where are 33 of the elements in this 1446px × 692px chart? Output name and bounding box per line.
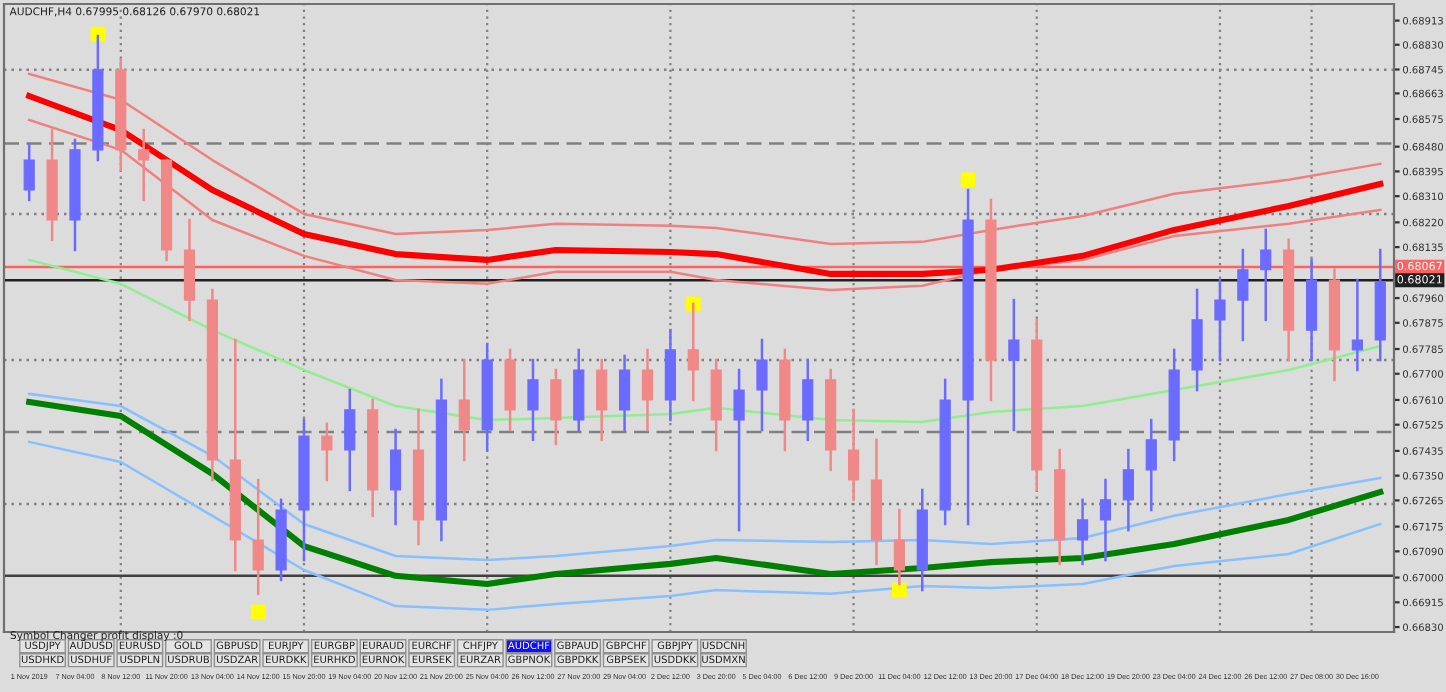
candlestick	[344, 388, 356, 492]
candlestick	[733, 368, 745, 532]
candlestick	[641, 348, 654, 432]
line-series	[26, 398, 1384, 588]
candlestick	[847, 408, 860, 502]
candlestick	[1099, 478, 1112, 562]
candlestick	[138, 128, 150, 202]
candlestick	[252, 478, 264, 596]
candlestick	[527, 358, 539, 442]
line-series	[27, 440, 1382, 612]
candlestick	[1076, 498, 1089, 566]
candlestick	[550, 368, 562, 446]
candlestick	[1260, 228, 1272, 322]
point	[960, 172, 976, 188]
candlestick	[1351, 278, 1363, 372]
candlestick	[321, 422, 333, 482]
candlestick	[389, 428, 402, 526]
candlestick	[23, 142, 35, 202]
line-series	[27, 392, 1382, 562]
candlestick	[618, 354, 631, 432]
line-series	[27, 258, 1382, 424]
candlestick	[596, 358, 608, 442]
point	[250, 604, 266, 620]
candlestick	[1237, 248, 1249, 342]
candlestick	[458, 358, 470, 462]
candlestick	[1122, 448, 1134, 532]
candlestick	[1008, 298, 1020, 432]
candlestick	[756, 338, 768, 432]
candlestick	[1145, 418, 1157, 512]
candlestick	[802, 358, 814, 442]
candlestick	[1214, 278, 1226, 362]
line-series	[26, 92, 1384, 277]
point	[892, 582, 907, 598]
